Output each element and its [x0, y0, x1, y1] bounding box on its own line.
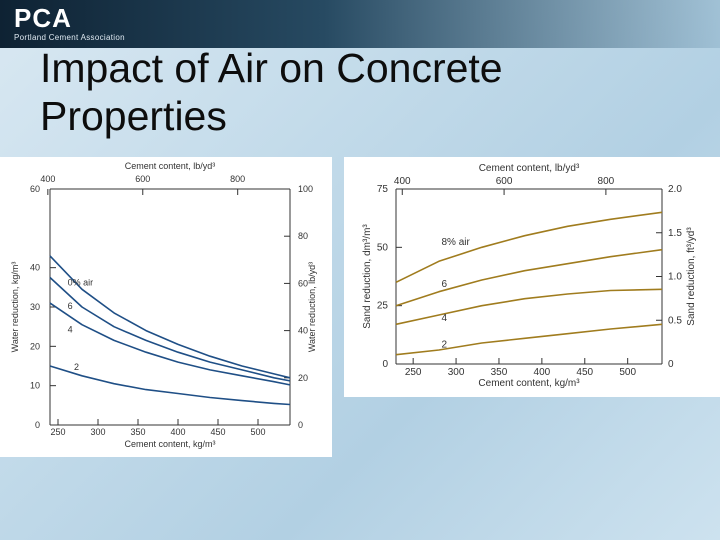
curve-label: 6: [441, 279, 447, 290]
y-right-tick-label: 60: [298, 278, 308, 288]
x-tick-label: 450: [210, 427, 225, 437]
x-axis-title: Cement content, kg/m³: [124, 439, 215, 449]
y-right-tick-label: 40: [298, 326, 308, 336]
y-left-axis-title: Water reduction, kg/m³: [10, 262, 20, 353]
curve-label: 4: [68, 325, 73, 335]
top-axis-title: Cement content, lb/yd³: [479, 163, 580, 174]
y-right-axis-title: Water reduction, lb/yd³: [307, 262, 317, 352]
top-tick-label: 800: [598, 176, 615, 187]
title-bar: PCA Portland Cement Association: [0, 0, 720, 48]
curve-label: 8% air: [441, 237, 470, 248]
x-axis-title: Cement content, kg/m³: [478, 378, 580, 389]
curve-label: 2: [441, 340, 447, 351]
y-left-tick-label: 25: [377, 301, 389, 312]
series-line-8-air: [49, 255, 291, 379]
x-tick-label: 500: [250, 427, 265, 437]
sand-reduction-chart: 250 300 350 400 450 500 400 600 800 0 25 50 75 0 0.5 1.…: [362, 163, 697, 389]
y-right-tick-label: 1.5: [668, 228, 682, 239]
y-left-axis-title: Sand reduction, dm³/m³: [362, 224, 373, 329]
series-line-2: [49, 365, 291, 406]
y-right-tick-label: 2.0: [668, 184, 682, 195]
curve-label: 2: [74, 362, 79, 372]
series-line-2: [395, 323, 663, 356]
y-left-tick-label: 50: [377, 242, 389, 253]
top-tick-label: 600: [496, 176, 513, 187]
top-axis-title: Cement content, lb/yd³: [125, 161, 216, 171]
slide-title-line2: Properties: [40, 93, 227, 139]
x-tick-label: 400: [534, 367, 551, 378]
curve-label: 0% air: [68, 277, 94, 287]
slide-title: Impact of Air on Concrete Properties: [40, 44, 680, 140]
logo-subtitle: Portland Cement Association: [14, 33, 125, 42]
x-tick-label: 350: [491, 367, 508, 378]
series-line-4: [395, 288, 663, 326]
x-tick-label: 400: [170, 427, 185, 437]
sand-reduction-chart-panel: 250 300 350 400 450 500 400 600 800 0 25 50 75 0 0.5 1.…: [344, 157, 720, 397]
y-left-tick-label: 30: [30, 302, 40, 312]
y-right-tick-label: 0.5: [668, 315, 682, 326]
y-left-tick-label: 10: [30, 381, 40, 391]
x-tick-label: 350: [130, 427, 145, 437]
x-tick-label: 500: [619, 367, 636, 378]
y-left-tick-label: 0: [382, 359, 388, 370]
y-right-tick-label: 20: [298, 373, 308, 383]
water-reduction-chart-panel: 250 300 350 400 450 500 400 600 800 0 10 20 30 40 60 0 2…: [0, 157, 332, 457]
y-left-tick-label: 75: [377, 184, 389, 195]
pca-logo: PCA Portland Cement Association: [14, 4, 125, 42]
y-right-tick-label: 80: [298, 231, 308, 241]
x-tick-label: 300: [90, 427, 105, 437]
top-tick-label: 400: [40, 174, 55, 184]
top-tick-label: 800: [230, 174, 245, 184]
y-left-tick-label: 40: [30, 263, 40, 273]
x-tick-label: 250: [50, 427, 65, 437]
y-right-tick-label: 0: [298, 420, 303, 430]
series-line-4: [49, 302, 291, 386]
series-line-6: [49, 276, 291, 382]
y-right-tick-label: 100: [298, 184, 313, 194]
series-line-6: [395, 248, 663, 307]
x-tick-label: 250: [405, 367, 422, 378]
x-tick-label: 300: [448, 367, 465, 378]
y-right-tick-label: 0: [668, 359, 674, 370]
curve-label: 4: [441, 313, 447, 324]
y-left-tick-label: 0: [35, 420, 40, 430]
y-left-tick-label: 20: [30, 341, 40, 351]
y-right-tick-label: 1.0: [668, 272, 682, 283]
y-right-axis-title: Sand reduction, ft³/yd³: [686, 227, 697, 326]
x-tick-label: 450: [576, 367, 593, 378]
y-left-tick-label: 60: [30, 184, 40, 194]
logo-mark: PCA: [14, 3, 72, 33]
slide-title-line1: Impact of Air on Concrete: [40, 45, 503, 91]
top-tick-label: 400: [394, 176, 411, 187]
series-line-8-air: [395, 211, 663, 284]
top-tick-label: 600: [135, 174, 150, 184]
curve-label: 6: [68, 301, 73, 311]
